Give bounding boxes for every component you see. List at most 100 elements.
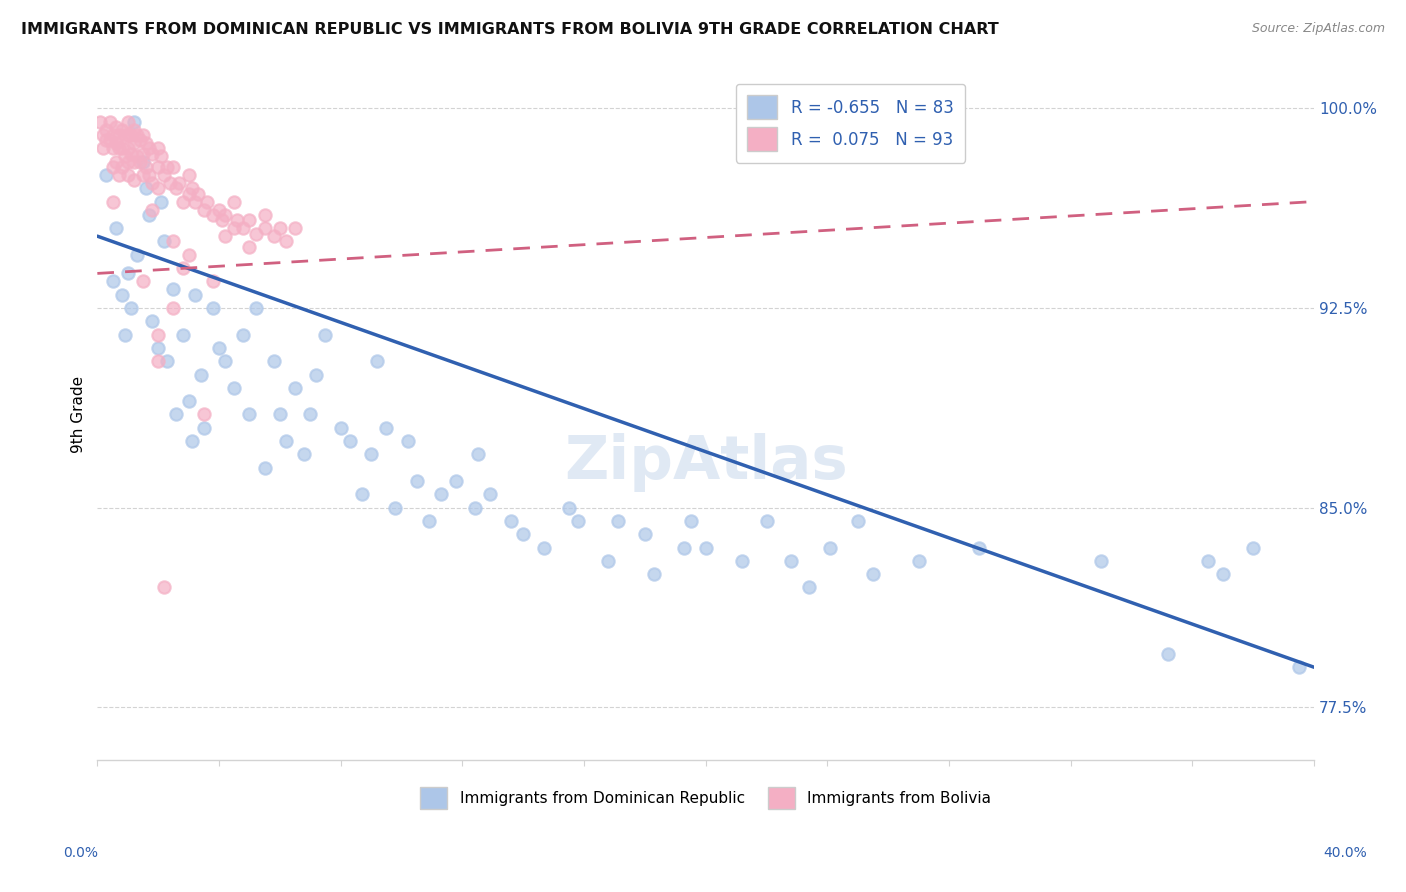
Point [673,541,696,555]
Point [159,176,181,190]
Point [125,248,148,262]
Point [329,421,352,435]
Point [339,434,361,448]
Point [165,181,187,195]
Point [284,381,307,395]
Point [114,149,136,163]
Point [107,141,129,155]
Point [101,274,124,288]
Point [238,213,260,227]
Point [512,527,534,541]
Point [129,154,152,169]
Point [350,487,373,501]
Point [135,181,157,195]
Point [107,168,129,182]
Point [177,394,200,409]
Point [208,341,231,355]
Point [101,194,124,209]
Point [253,221,276,235]
Point [114,327,136,342]
Point [148,181,170,195]
Point [1197,554,1219,568]
Point [430,487,453,501]
Point [122,114,145,128]
Point [238,240,260,254]
Point [314,327,336,342]
Point [253,208,276,222]
Point [177,186,200,201]
Point [1212,567,1234,582]
Point [117,267,139,281]
Text: 0.0%: 0.0% [63,846,97,860]
Point [183,194,205,209]
Point [101,141,124,155]
Y-axis label: 9th Grade: 9th Grade [72,376,86,453]
Point [107,128,129,142]
Point [135,136,157,150]
Point [567,514,589,528]
Point [907,554,929,568]
Point [499,514,522,528]
Point [375,421,398,435]
Point [162,235,184,249]
Point [132,168,155,182]
Point [111,287,134,301]
Point [104,136,127,150]
Point [820,541,842,555]
Point [120,146,142,161]
Point [195,194,218,209]
Point [292,447,315,461]
Point [180,434,202,448]
Point [201,208,224,222]
Point [598,554,620,568]
Point [141,176,163,190]
Point [93,141,115,155]
Point [862,567,884,582]
Point [132,146,155,161]
Text: 40.0%: 40.0% [1323,846,1368,860]
Point [132,274,155,288]
Point [132,154,155,169]
Point [150,149,173,163]
Point [208,202,231,217]
Point [533,541,555,555]
Point [558,500,581,515]
Point [96,122,118,136]
Point [172,194,194,209]
Point [180,181,202,195]
Point [93,128,115,142]
Point [846,514,869,528]
Point [797,581,820,595]
Point [125,128,148,142]
Point [117,114,139,128]
Point [172,261,194,276]
Point [396,434,419,448]
Point [98,133,121,147]
Point [418,514,440,528]
Point [117,128,139,142]
Point [1157,647,1180,661]
Point [238,408,260,422]
Point [755,514,778,528]
Point [122,122,145,136]
Point [405,474,427,488]
Point [153,581,176,595]
Point [125,149,148,163]
Point [643,567,665,582]
Point [478,487,501,501]
Point [201,301,224,315]
Point [132,128,155,142]
Point [232,327,254,342]
Point [96,133,118,147]
Point [98,114,121,128]
Point [274,235,297,249]
Point [232,221,254,235]
Point [269,221,291,235]
Point [214,208,236,222]
Point [263,229,285,244]
Point [117,141,139,155]
Point [101,160,124,174]
Point [366,354,388,368]
Point [148,327,170,342]
Point [1090,554,1112,568]
